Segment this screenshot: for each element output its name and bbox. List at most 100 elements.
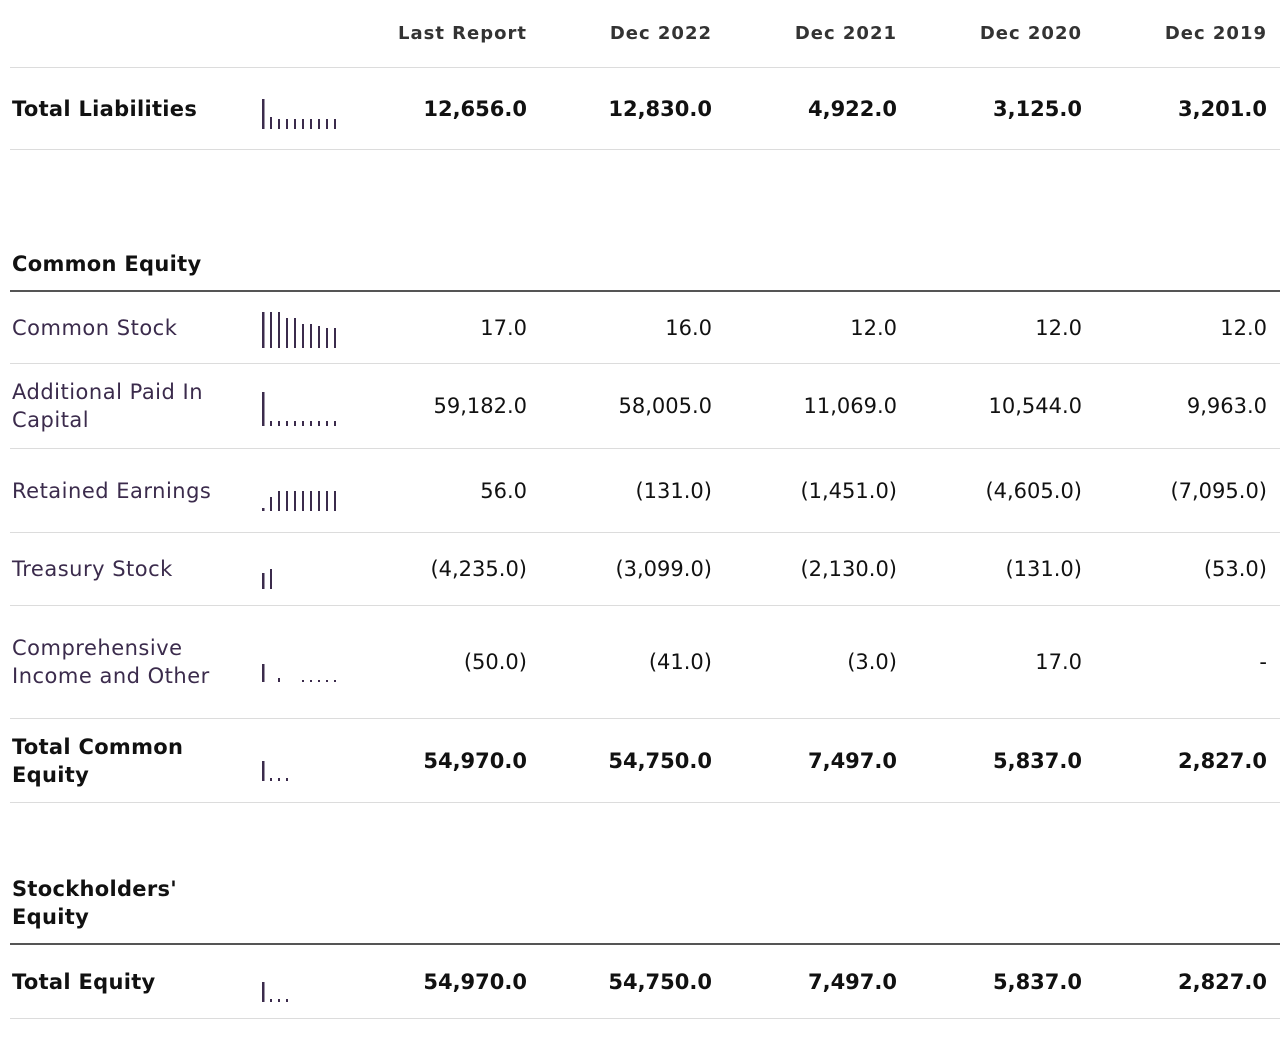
spark-bar (278, 998, 280, 1002)
spark-bar (262, 98, 265, 129)
spark-bar (318, 421, 320, 426)
spark-bar (262, 392, 265, 426)
cell-value: (3.0) (847, 650, 897, 674)
row-label: Retained Earnings (12, 478, 212, 503)
spark-bar (286, 998, 288, 1002)
column-header: Dec 2021 (794, 23, 897, 44)
cell-value: 10,544.0 (988, 394, 1082, 418)
spark-bar (294, 317, 296, 348)
cell-value: 5,837.0 (992, 748, 1082, 773)
spark-bar (270, 496, 272, 511)
spark-bar (278, 678, 280, 682)
spark-bar (334, 421, 336, 426)
table-row: Common Stock 17.0 16.0 12.0 12.0 12.0 (10, 292, 1280, 364)
spark-bar (326, 490, 328, 511)
cell-value: 12.0 (850, 315, 897, 340)
spark-bar (326, 421, 328, 426)
section-heading: Common Equity (10, 200, 1280, 292)
cell-value: (4,605.0) (985, 478, 1082, 503)
spark-bar (318, 325, 320, 348)
cell-value: 4,922.0 (807, 96, 897, 121)
sparkline (262, 664, 336, 682)
cell-value: (2,130.0) (800, 557, 897, 581)
cell-value: 17.0 (1035, 650, 1082, 674)
table-row: Total Liabilities 12,656.0 12,830.0 4,922.0… (10, 68, 1280, 150)
table-row: Additional Paid In Capital 59,182.0 58,005… (10, 364, 1280, 449)
spark-bar (278, 118, 280, 129)
row-label: Treasury Stock (12, 557, 173, 581)
cell-value: 7,497.0 (807, 969, 897, 994)
cell-value: 54,970.0 (423, 969, 527, 994)
cell-value: 16.0 (665, 315, 712, 340)
cell-value: 7,497.0 (807, 748, 897, 773)
spark-bar (326, 680, 328, 682)
sparkline (262, 311, 336, 348)
spark-bar (262, 664, 265, 682)
cell-value: 58,005.0 (618, 394, 712, 418)
spark-bar (262, 507, 265, 511)
spark-bar (334, 118, 336, 129)
cell-value: (50.0) (463, 650, 527, 674)
table-row: Treasury Stock (4,235.0) (3,099.0) (2,130.0… (10, 533, 1280, 606)
cell-value: 5,837.0 (992, 969, 1082, 994)
spark-bar (270, 569, 272, 589)
cell-value: 2,827.0 (1177, 748, 1267, 773)
column-header: Last Report (397, 23, 527, 44)
header-row: Last Report Dec 2022 Dec 2021 Dec 2020 Dec 2… (10, 0, 1280, 68)
cell-value: (131.0) (635, 478, 712, 503)
spark-bar (270, 421, 272, 426)
spark-bar (262, 981, 265, 1002)
row-label: Total Equity (12, 969, 156, 994)
spark-bar (334, 327, 336, 348)
spark-bar (278, 490, 280, 511)
spark-bar (286, 490, 288, 511)
table-row: Total Common Equity 54,970.0 54,750.0 7,497… (10, 719, 1280, 803)
spark-bar (310, 490, 312, 511)
spark-bar (286, 777, 288, 781)
section-title: Common Equity (12, 252, 202, 276)
row-label: Total Common Equity (12, 734, 184, 787)
row-label: Additional Paid In Capital (12, 380, 204, 432)
cell-value: (131.0) (1005, 557, 1082, 581)
spark-bar (262, 760, 265, 781)
spark-bar (310, 118, 312, 129)
sparkline (262, 490, 336, 511)
spark-bar (302, 118, 304, 129)
column-header: Dec 2022 (609, 23, 712, 44)
cell-value: (53.0) (1203, 557, 1267, 581)
spark-bar (294, 490, 296, 511)
spark-bar (270, 998, 272, 1002)
table-row: Comprehensive Income and Other (50.0) (41.… (10, 606, 1280, 719)
spark-bar (326, 327, 328, 348)
cell-value: 12,656.0 (423, 96, 527, 121)
cell-value: 54,750.0 (608, 969, 712, 994)
row-label: Total Liabilities (12, 96, 198, 121)
spark-bar (318, 118, 320, 129)
spark-bar (286, 421, 288, 426)
cell-value: 56.0 (480, 478, 527, 503)
cell-value: 59,182.0 (433, 394, 527, 418)
spark-bar (318, 680, 320, 682)
spark-bar (294, 421, 296, 426)
spark-bar (302, 323, 304, 348)
spark-bar (310, 421, 312, 426)
sparkline (262, 98, 336, 129)
spark-bar (302, 421, 304, 426)
row-label: Common Stock (12, 315, 178, 340)
spark-bar (270, 116, 272, 129)
cell-value: - (1259, 650, 1267, 674)
spark-bar (310, 323, 312, 348)
spark-bar (262, 573, 265, 589)
spark-bar (334, 680, 336, 682)
cell-value: (3,099.0) (615, 557, 712, 581)
spark-bar (302, 490, 304, 511)
cell-value: 9,963.0 (1186, 394, 1267, 418)
cell-value: 12,830.0 (608, 96, 712, 121)
spark-bar (302, 680, 304, 682)
cell-value: 12.0 (1220, 315, 1267, 340)
sparkline (262, 760, 288, 781)
column-header: Dec 2019 (1164, 23, 1267, 44)
cell-value: 17.0 (480, 315, 527, 340)
spark-bar (278, 777, 280, 781)
